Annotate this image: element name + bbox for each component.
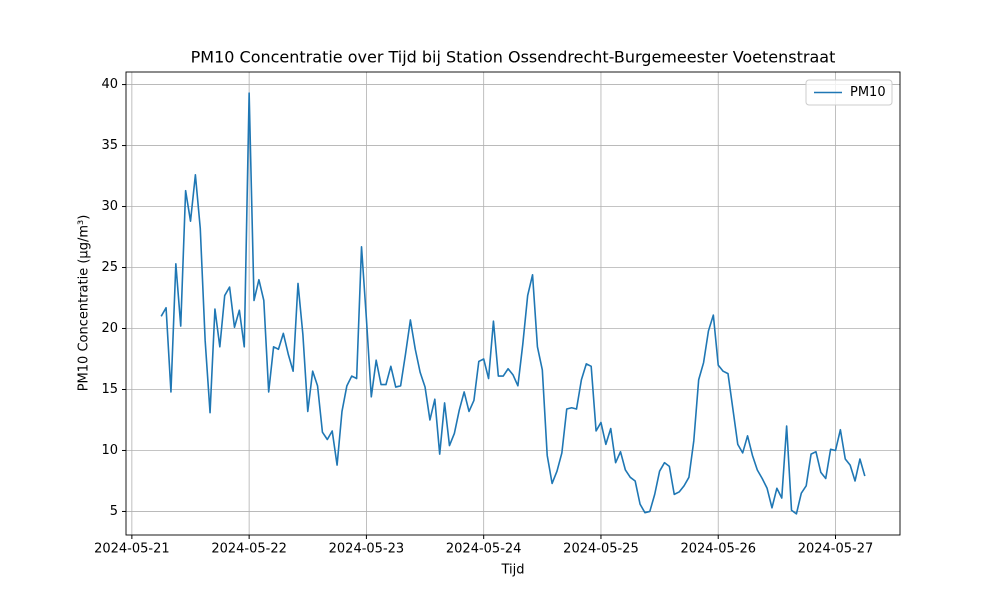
x-tick-label: 2024-05-21 [94,542,170,557]
y-axis-label: PM10 Concentratie (µg/m³) [77,215,92,392]
chart-title: PM10 Concentratie over Tijd bij Station … [191,48,836,67]
data-line [160,92,866,515]
x-tick-label: 2024-05-27 [798,542,874,557]
plot-frame [125,71,901,536]
y-tick-label: 10 [101,443,118,458]
y-tick-label: 15 [101,382,118,397]
y-tick-label: 5 [110,504,118,519]
x-tick-label: 2024-05-26 [680,542,756,557]
legend-label: PM10 [850,85,886,100]
y-tick-label: 25 [101,260,118,275]
x-axis-label: Tijd [500,563,524,578]
x-tick-label: 2024-05-25 [563,542,639,557]
y-tick-label: 40 [101,77,118,92]
y-tick-label: 35 [101,138,118,153]
x-tick-label: 2024-05-23 [329,542,405,557]
y-tick-label: 20 [101,321,118,336]
x-tick-label: 2024-05-22 [211,542,287,557]
legend-box [805,79,893,106]
y-tick-label: 30 [101,199,118,214]
x-tick-label: 2024-05-24 [446,542,522,557]
